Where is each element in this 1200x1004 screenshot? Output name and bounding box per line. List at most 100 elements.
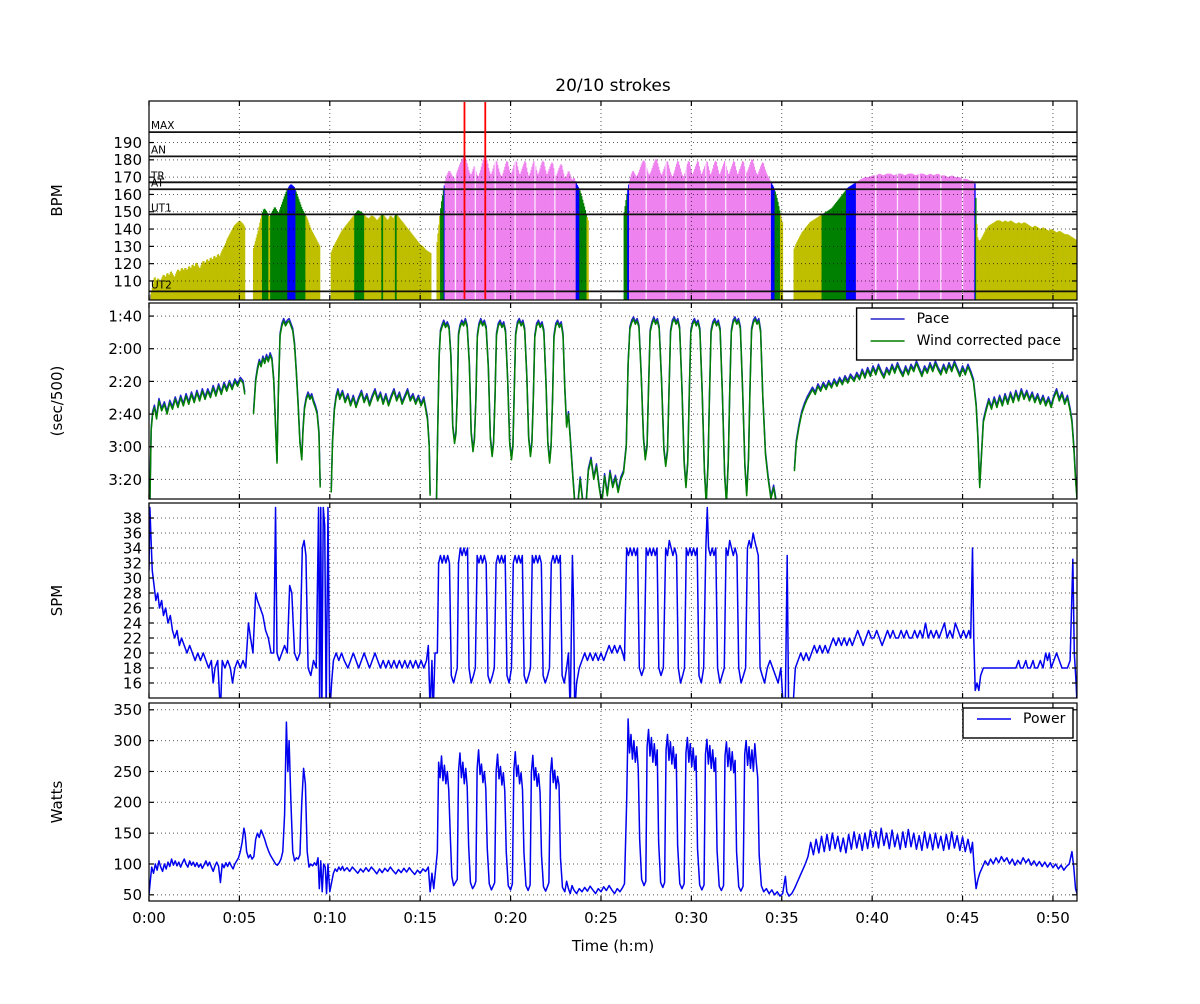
grid-lines (149, 101, 1077, 300)
y-axis-label-power: Watts (48, 781, 66, 824)
rep-separator (918, 154, 920, 300)
panel-heart-rate-zones: MAXANTRATUT1UT21101201301401501601701801… (48, 100, 1078, 301)
y-tick-label: 350 (113, 701, 142, 719)
rep-separator (534, 154, 536, 300)
legend-pace: Pace Wind corrected pace (855, 307, 1074, 361)
y-tick-label: 120 (113, 255, 142, 273)
y-tick-label: 130 (113, 238, 142, 256)
legend-box (855, 307, 1074, 361)
chart-title: 20/10 strokes (555, 76, 671, 96)
y-tick-label: 150 (113, 203, 142, 221)
rep-separator (645, 154, 647, 300)
zone-label-ut2: UT2 (151, 279, 172, 291)
x-tick-label: 0:45 (946, 909, 980, 927)
legend-label: Wind corrected pace (917, 333, 1061, 349)
x-tick-label: 0:15 (403, 909, 437, 927)
zone-label-an: AN (151, 144, 166, 156)
y-tick-label: 24 (123, 614, 142, 632)
an-zone-event-lines (463, 102, 487, 299)
hr-zone-fill (149, 154, 1077, 300)
x-tick-label: 0:40 (855, 909, 889, 927)
y-tick-label: 18 (123, 659, 142, 677)
zone-label-at: AT (151, 177, 164, 189)
rep-separator (685, 154, 687, 300)
y-tick-label: 200 (113, 794, 142, 812)
y-tick-label: 3:00 (108, 438, 142, 456)
rep-separator (514, 154, 516, 300)
legend-power: Power (962, 707, 1074, 739)
legend-label: Pace (917, 311, 950, 327)
y-axis-label-heart-rate-zones: BPM (48, 184, 66, 216)
stroke-rate-line (149, 506, 1077, 698)
y-tick-label: 2:00 (108, 340, 142, 358)
axis-ticks: 1:40 2:00 2:20 2:40 3:00 3:20 (108, 303, 1077, 499)
y-tick-label: 190 (113, 134, 142, 152)
zone-label-ut1: UT1 (151, 202, 172, 214)
rep-separator (725, 154, 727, 300)
grid-lines (149, 703, 1077, 901)
x-tick-label: 0:05 (223, 909, 257, 927)
y-tick-label: 100 (113, 855, 142, 873)
rep-separator (896, 154, 899, 300)
y-tick-label: 150 (113, 825, 142, 843)
y-tick-label: 22 (123, 629, 142, 647)
y-tick-label: 50 (123, 886, 142, 904)
y-tick-label: 140 (113, 220, 142, 238)
rep-separator (875, 154, 877, 300)
rep-separator (554, 154, 556, 300)
zone-label-max: MAX (151, 120, 174, 132)
y-tick-label: 170 (113, 169, 142, 187)
panel-frame (148, 302, 1078, 500)
y-axis-label-pace: (sec/500) (48, 366, 66, 437)
y-tick-label: 36 (123, 524, 142, 542)
y-tick-label: 3:20 (108, 471, 142, 489)
x-tick-label: 0:30 (675, 909, 709, 927)
rep-separator (961, 154, 964, 300)
x-tick-label: 0:20 (494, 909, 528, 927)
x-tick-label: 0:50 (1036, 909, 1070, 927)
y-tick-label: 38 (123, 509, 142, 527)
rep-separator (474, 154, 476, 300)
y-tick-label: 1:40 (108, 307, 142, 325)
y-tick-label: 2:40 (108, 405, 142, 423)
zone-label-tr: TR (150, 170, 165, 182)
legend-box (962, 707, 1074, 739)
y-tick-label: 26 (123, 599, 142, 617)
rep-separator (940, 154, 942, 300)
rep-separator (744, 154, 747, 300)
x-axis-label: Time (h:m) (571, 937, 654, 955)
y-tick-label: 160 (113, 186, 142, 204)
y-tick-label: 28 (123, 584, 142, 602)
y-tick-label: 180 (113, 151, 142, 169)
y-tick-label: 16 (123, 674, 142, 692)
power-line (149, 718, 1077, 897)
panel-frame (148, 502, 1078, 699)
y-tick-label: 300 (113, 732, 142, 750)
legend-label: Power (1023, 711, 1066, 727)
x-axis: 0:00 0:05 0:10 0:15 0:20 0:25 0:30 0:35 0:40 0:45… (132, 909, 1070, 955)
rep-separator (494, 154, 496, 300)
y-tick-label: 32 (123, 554, 142, 572)
panel-frame (148, 100, 1078, 301)
y-axis-label-stroke-rate: SPM (48, 585, 66, 617)
rep-separator (454, 154, 457, 300)
y-tick-label: 250 (113, 763, 142, 781)
x-tick-label: 0:25 (584, 909, 618, 927)
x-tick-label: 0:00 (132, 909, 166, 927)
panel-power: 50 100 150 200 250 300 350 Watts Power (48, 701, 1078, 904)
rep-separator (665, 154, 667, 300)
x-tick-label: 0:10 (313, 909, 347, 927)
y-tick-label: 110 (113, 272, 142, 290)
y-tick-label: 34 (123, 539, 142, 557)
y-tick-label: 30 (123, 569, 142, 587)
y-tick-label: 20 (123, 644, 142, 662)
y-tick-label: 2:20 (108, 373, 142, 391)
rep-separator (705, 154, 707, 300)
x-tick-label: 0:35 (765, 909, 799, 927)
